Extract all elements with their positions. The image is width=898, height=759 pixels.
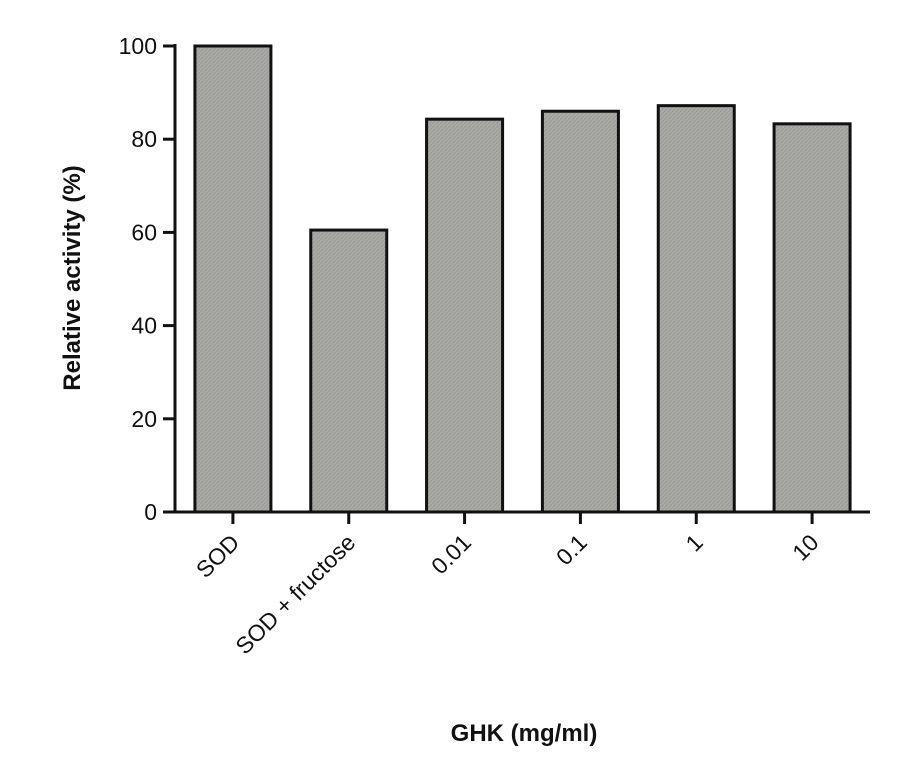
y-axis: 0 20 40 60 80 100 [119, 33, 177, 525]
x-tick-label: SOD + fructose [230, 529, 360, 659]
y-tick-label: 80 [131, 126, 157, 152]
y-tick-label: 40 [131, 313, 157, 339]
bar-2 [425, 117, 505, 514]
bar-5 [772, 122, 852, 514]
x-tick-label: SOD [191, 529, 245, 583]
y-tick-label: 20 [131, 406, 157, 432]
bar-1 [309, 228, 389, 514]
x-tick-label: 1 [680, 529, 707, 556]
x-tick-label: 10 [787, 529, 823, 565]
x-axis-title: GHK (mg/ml) [451, 720, 598, 747]
y-tick-label: 0 [144, 499, 157, 525]
bar-0 [193, 44, 273, 514]
x-tick-label: 0.1 [551, 529, 592, 570]
x-tick-label: 0.01 [426, 529, 476, 579]
y-axis-title: Relative activity (%) [59, 165, 86, 390]
bar-4 [656, 104, 736, 514]
bar-3 [540, 109, 620, 514]
y-tick-label: 100 [119, 33, 157, 59]
y-tick-label: 60 [131, 219, 157, 245]
bars [193, 44, 852, 514]
